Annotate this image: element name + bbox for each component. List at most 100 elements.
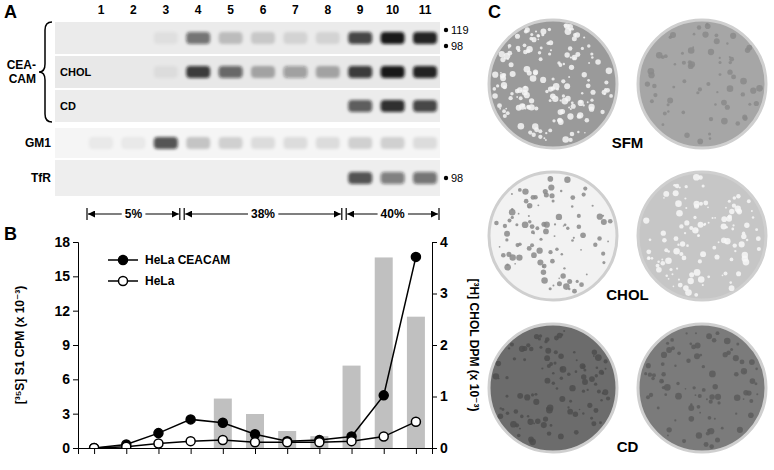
colony-speck: [496, 361, 501, 366]
colony-speck: [507, 58, 509, 60]
colony-speck: [500, 72, 502, 74]
plate: [489, 20, 617, 148]
colony-speck: [740, 78, 747, 85]
colony-speck: [568, 106, 570, 108]
plate-label: SFM: [612, 134, 644, 151]
band: [413, 172, 437, 184]
colony-speck: [575, 52, 580, 57]
band: [219, 137, 243, 149]
colony-speck: [517, 393, 523, 399]
tick-mark: [73, 414, 78, 415]
colony-speck: [561, 253, 564, 256]
colony-speck: [661, 362, 665, 366]
colony-speck: [492, 93, 498, 99]
colony-speck: [554, 235, 556, 237]
band: [348, 32, 372, 44]
colony-speck: [508, 219, 512, 223]
tick: [94, 448, 95, 454]
colony-speck: [649, 393, 653, 397]
colony-speck: [538, 135, 542, 139]
range-end: [438, 208, 439, 220]
blot-strip: [55, 56, 440, 88]
colony-speck: [536, 34, 539, 37]
colony-speck: [508, 44, 512, 48]
panel-letter: A: [4, 2, 17, 22]
colony-speck: [548, 28, 551, 31]
plate-dish: [638, 324, 766, 452]
colony-speck: [731, 74, 736, 79]
colony-speck: [672, 86, 675, 89]
figure: A123456789101111998CHOLCDGM1TfR98CEA-CAM…: [0, 0, 774, 470]
colony-speck: [527, 106, 531, 110]
band: [251, 66, 275, 78]
range-end: [179, 208, 180, 220]
panel-c: CSFMCHOLCD: [488, 2, 766, 456]
panel-b: B036912151801234[³⁵S] S1 CPM (x 10⁻³)[³H…: [4, 224, 481, 456]
colony-speck: [552, 119, 555, 122]
colony-speck: [528, 131, 532, 135]
colony-speck: [669, 268, 672, 271]
band: [186, 172, 210, 184]
colony-speck: [709, 400, 713, 404]
colony-speck: [715, 394, 721, 400]
colony-speck: [744, 371, 746, 373]
colony-speck: [560, 367, 563, 370]
colony-speck: [580, 363, 586, 369]
colony-speck: [528, 220, 532, 224]
fraction-label: 40%: [381, 207, 405, 221]
colony-speck: [676, 210, 683, 217]
colony-speck: [527, 203, 533, 209]
colony-speck: [749, 359, 755, 365]
label-patch: [614, 437, 642, 456]
colony-speck: [510, 71, 516, 77]
colony-speck: [516, 254, 522, 260]
colony-speck: [571, 104, 576, 109]
x-axis: [79, 448, 433, 454]
range-end: [346, 208, 347, 220]
colony-speck: [596, 366, 599, 369]
colony-speck: [725, 226, 728, 229]
colony-speck: [717, 401, 720, 404]
colony-speck: [567, 113, 573, 119]
plate-label: CHOL: [606, 286, 649, 303]
band: [348, 66, 372, 78]
colony-speck: [569, 385, 575, 391]
colony-speck: [729, 285, 735, 291]
colony-speck: [706, 333, 712, 339]
colony-speck: [665, 274, 668, 277]
plate-dish: [638, 172, 766, 300]
colony-speck: [560, 109, 565, 114]
colony-speck: [708, 49, 714, 55]
colony-speck: [579, 409, 581, 411]
colony-speck: [662, 386, 665, 389]
colony-speck: [561, 79, 565, 83]
colony-speck: [724, 338, 731, 345]
colony-speck: [666, 342, 669, 345]
colony-speck: [721, 100, 727, 106]
colony-speck: [543, 137, 545, 139]
colony-speck: [524, 107, 526, 109]
tick: 6: [62, 371, 78, 387]
colony-speck: [680, 241, 685, 246]
label-patch: [609, 133, 647, 152]
colony-speck: [729, 281, 732, 284]
colony-speck: [661, 352, 667, 358]
tick-mark: [319, 448, 320, 454]
colony-speck: [502, 109, 506, 113]
colony-speck: [702, 365, 705, 368]
colony-speck: [531, 230, 535, 234]
colony-speck: [698, 394, 702, 398]
colony-speck: [693, 216, 696, 219]
lane-number: 11: [419, 3, 432, 17]
colony-speck: [716, 91, 718, 93]
band: [219, 172, 243, 184]
colony-speck: [540, 77, 546, 83]
colony-speck: [556, 88, 559, 91]
colony-speck: [690, 403, 692, 405]
colony-speck: [570, 132, 575, 137]
colony-speck: [581, 374, 586, 379]
tick: [352, 448, 353, 454]
colony-speck: [662, 238, 667, 243]
colony-speck: [577, 214, 581, 218]
colony-speck: [702, 284, 704, 286]
